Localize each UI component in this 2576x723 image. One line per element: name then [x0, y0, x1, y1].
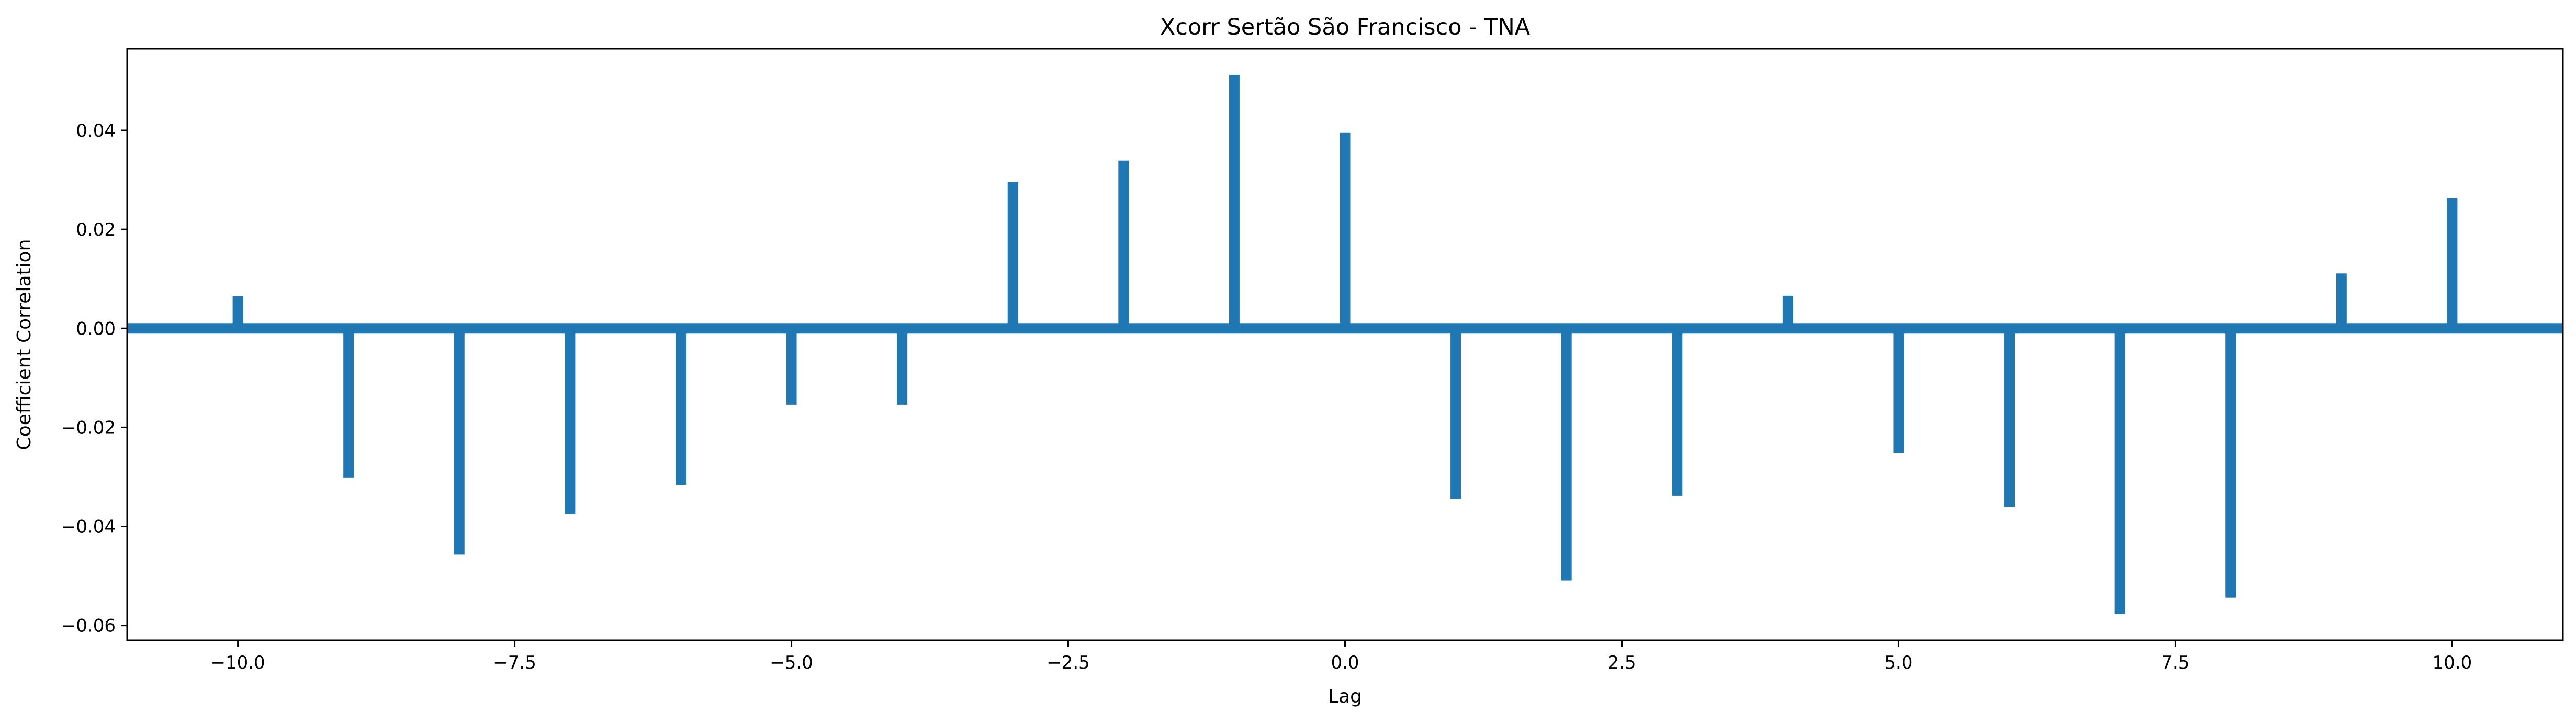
- x-axis-ticks: −10.0 −7.5 −5.0 −2.5 0.0 2.5 5.0 7.5 10.0: [210, 640, 2472, 673]
- bar-lag--4: [897, 328, 908, 405]
- bar-lag-2: [1561, 328, 1572, 581]
- bar-lag-6: [2004, 328, 2015, 507]
- y-axis-ticks: −0.06 −0.04 −0.02 0.00 0.02 0.04: [61, 120, 127, 637]
- bar-lag--6: [675, 328, 686, 485]
- bar-lag-9: [2336, 273, 2347, 329]
- y-tick-label: 0.04: [76, 120, 116, 141]
- chart-title: Xcorr Sertão São Francisco - TNA: [1160, 14, 1531, 40]
- x-tick-label: 10.0: [2433, 652, 2472, 673]
- x-tick-label: 0.0: [1331, 652, 1359, 673]
- bar-lag-10: [2447, 198, 2458, 329]
- bar-lag--8: [454, 328, 465, 555]
- bar-lag-8: [2225, 328, 2236, 598]
- x-axis-label: Lag: [1328, 686, 1362, 707]
- bar-lag--1: [1229, 75, 1240, 329]
- bar-lag-7: [2114, 328, 2125, 614]
- bar-lag-5: [1893, 328, 1904, 453]
- bar-lag--7: [565, 328, 576, 514]
- x-tick-label: 2.5: [1607, 652, 1636, 673]
- y-tick-label: −0.04: [61, 517, 116, 538]
- y-axis-label: Coefficient Correlation: [14, 239, 35, 450]
- x-tick-label: −5.0: [770, 652, 813, 673]
- bar-lag--3: [1007, 182, 1018, 329]
- y-tick-label: 0.00: [76, 318, 116, 339]
- bar-lag--5: [786, 328, 797, 405]
- y-tick-label: 0.02: [76, 219, 116, 240]
- x-tick-label: 5.0: [1884, 652, 1913, 673]
- y-tick-label: −0.02: [61, 417, 116, 438]
- zero-baseline: [127, 323, 2563, 334]
- x-tick-label: 7.5: [2161, 652, 2189, 673]
- bar-lag-0: [1340, 132, 1351, 329]
- x-tick-label: −2.5: [1047, 652, 1090, 673]
- x-tick-label: −7.5: [493, 652, 536, 673]
- bar-lag-1: [1450, 328, 1461, 499]
- bar-lag-4: [1782, 295, 1793, 329]
- bar-lag--9: [343, 328, 354, 478]
- bar-lag-3: [1672, 328, 1683, 496]
- bar-lag--2: [1118, 160, 1129, 329]
- x-tick-label: −10.0: [210, 652, 265, 673]
- bar-lag--10: [232, 296, 243, 329]
- bars-layer: [232, 75, 2458, 614]
- y-tick-label: −0.06: [61, 616, 116, 637]
